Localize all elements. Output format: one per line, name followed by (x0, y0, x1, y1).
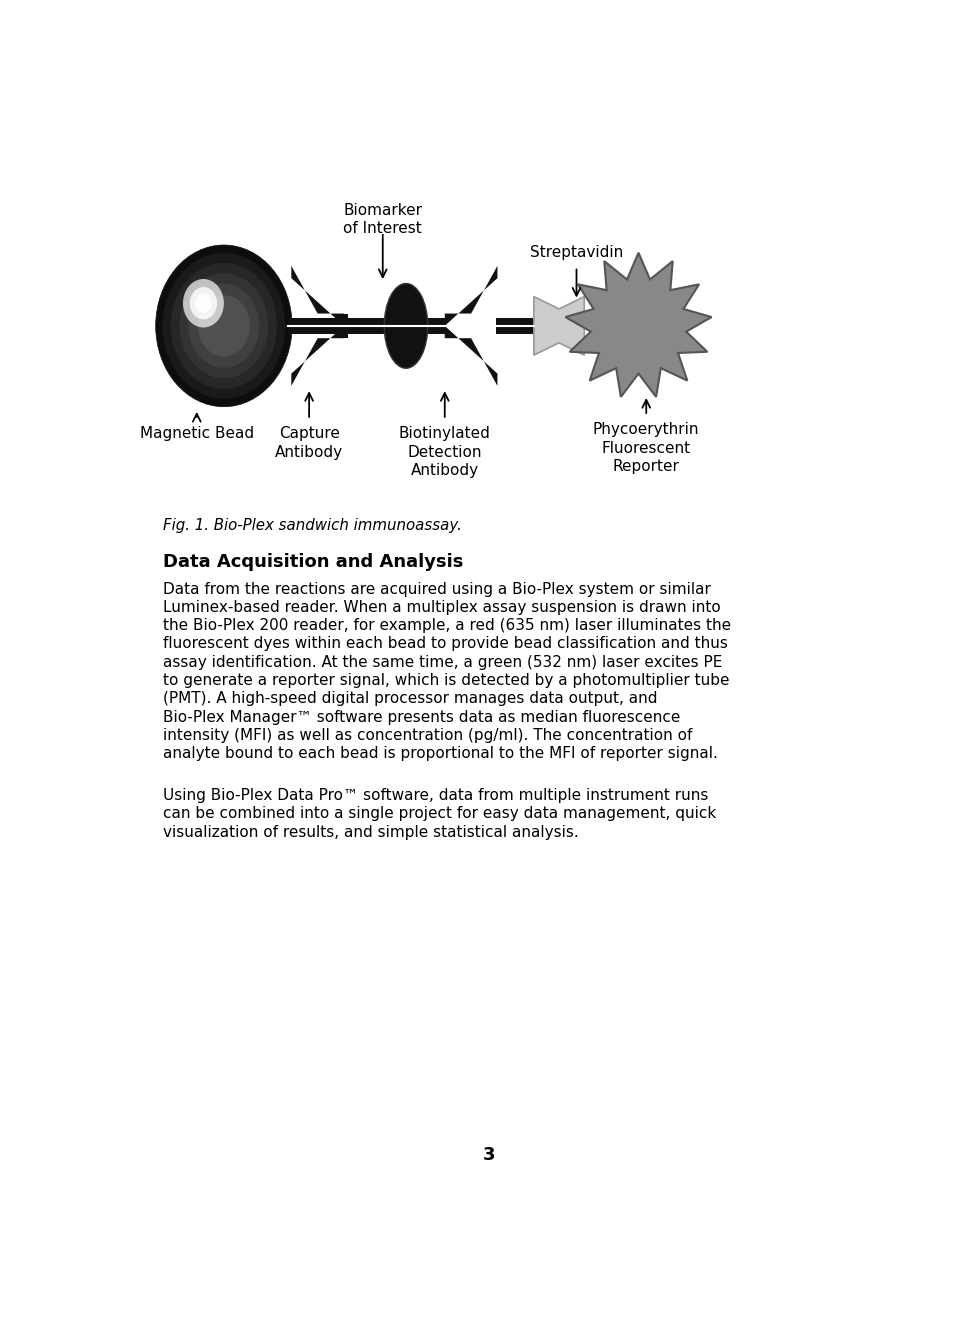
Ellipse shape (195, 294, 212, 313)
Text: Luminex-based reader. When a multiplex assay suspension is drawn into: Luminex-based reader. When a multiplex a… (163, 600, 720, 615)
Text: the Bio-Plex 200 reader, for example, a red (635 nm) laser illuminates the: the Bio-Plex 200 reader, for example, a … (163, 619, 731, 633)
Ellipse shape (171, 263, 276, 389)
Polygon shape (496, 318, 534, 334)
Polygon shape (291, 326, 344, 386)
Text: Data from the reactions are acquired using a Bio-Plex system or similar: Data from the reactions are acquired usi… (163, 581, 711, 596)
Polygon shape (344, 314, 348, 338)
Ellipse shape (179, 274, 268, 378)
Text: can be combined into a single project for easy data management, quick: can be combined into a single project fo… (163, 806, 716, 822)
Ellipse shape (183, 279, 224, 327)
Text: assay identification. At the same time, a green (532 nm) laser excites PE: assay identification. At the same time, … (163, 655, 722, 669)
Polygon shape (291, 266, 344, 326)
Text: fluorescent dyes within each bead to provide bead classification and thus: fluorescent dyes within each bead to pro… (163, 636, 727, 652)
Text: 3: 3 (482, 1146, 495, 1164)
Text: Streptavidin: Streptavidin (529, 244, 622, 261)
Ellipse shape (198, 295, 250, 357)
Text: Bio-Plex Manager™ software presents data as median fluorescence: Bio-Plex Manager™ software presents data… (163, 709, 680, 725)
Text: (PMT). A high-speed digital processor manages data output, and: (PMT). A high-speed digital processor ma… (163, 692, 658, 707)
Text: Fig. 1. Bio-Plex sandwich immunoassay.: Fig. 1. Bio-Plex sandwich immunoassay. (163, 518, 462, 533)
Polygon shape (444, 326, 497, 386)
Text: to generate a reporter signal, which is detected by a photomultiplier tube: to generate a reporter signal, which is … (163, 673, 729, 688)
Polygon shape (534, 297, 583, 355)
Text: Using Bio-Plex Data Pro™ software, data from multiple instrument runs: Using Bio-Plex Data Pro™ software, data … (163, 788, 708, 803)
Text: Data Acquisition and Analysis: Data Acquisition and Analysis (163, 553, 463, 570)
Polygon shape (344, 318, 444, 334)
Polygon shape (565, 253, 711, 397)
Text: analyte bound to each bead is proportional to the MFI of reporter signal.: analyte bound to each bead is proportion… (163, 747, 718, 762)
Text: Capture
Antibody: Capture Antibody (274, 426, 343, 460)
Ellipse shape (190, 287, 217, 319)
Text: Biomarker
of Interest: Biomarker of Interest (343, 203, 422, 236)
Text: Biotinylated
Detection
Antibody: Biotinylated Detection Antibody (398, 426, 490, 478)
Text: Magnetic Bead: Magnetic Bead (139, 426, 253, 441)
Ellipse shape (199, 298, 208, 309)
Ellipse shape (155, 244, 292, 406)
Ellipse shape (162, 253, 285, 398)
Ellipse shape (384, 283, 427, 369)
Text: intensity (MFI) as well as concentration (pg/ml). The concentration of: intensity (MFI) as well as concentration… (163, 728, 692, 743)
Polygon shape (288, 318, 344, 334)
Polygon shape (444, 266, 497, 326)
Text: visualization of results, and simple statistical analysis.: visualization of results, and simple sta… (163, 824, 578, 839)
Text: Phycoerythrin
Fluorescent
Reporter: Phycoerythrin Fluorescent Reporter (593, 422, 699, 474)
Ellipse shape (188, 283, 259, 367)
